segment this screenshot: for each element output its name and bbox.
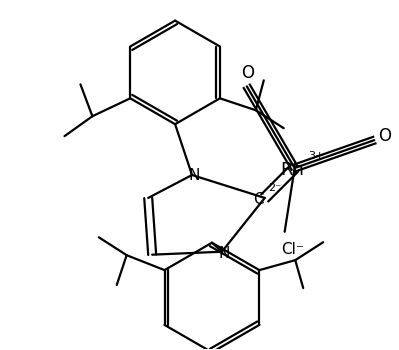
Text: O: O [378, 127, 391, 145]
Text: C: C [253, 193, 264, 208]
Text: Rh: Rh [280, 161, 304, 179]
Text: N: N [218, 246, 229, 261]
Text: N: N [188, 168, 200, 183]
Text: 2⁻: 2⁻ [268, 183, 281, 193]
Text: Cl⁻: Cl⁻ [281, 242, 304, 257]
Text: O: O [241, 64, 254, 82]
Text: 3+: 3+ [308, 151, 325, 161]
